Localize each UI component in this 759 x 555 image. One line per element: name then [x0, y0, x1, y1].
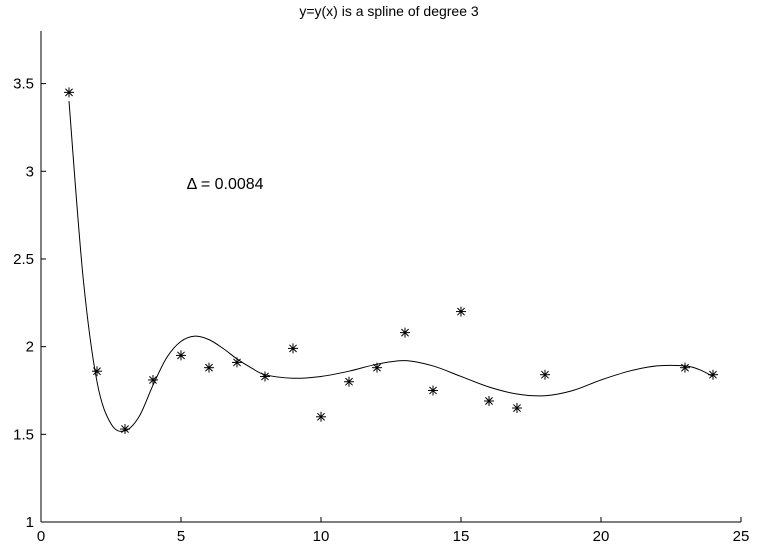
y-tick-label: 3.5 — [13, 76, 34, 93]
y-axis-ticks: 1 1.5 2 2.5 3 3.5 — [13, 76, 46, 531]
delta-annotation: Δ = 0.0084 — [187, 176, 264, 193]
data-point — [64, 87, 74, 98]
data-point — [288, 343, 298, 354]
x-tick-label: 10 — [313, 528, 330, 545]
x-tick-label: 20 — [593, 528, 610, 545]
y-tick-label: 2.5 — [13, 251, 34, 268]
x-tick-label: 15 — [453, 528, 470, 545]
data-point — [512, 403, 522, 414]
data-point — [484, 396, 494, 407]
y-tick-label: 3 — [26, 163, 34, 180]
data-point — [428, 385, 438, 396]
data-point — [400, 327, 410, 338]
data-point — [92, 366, 102, 377]
data-point — [540, 369, 550, 380]
data-point — [148, 374, 158, 385]
data-point — [372, 362, 382, 373]
data-points — [64, 87, 718, 435]
y-tick-label: 1 — [26, 514, 34, 531]
data-point — [232, 357, 242, 368]
spline-curve — [68, 101, 714, 432]
data-point — [316, 411, 326, 422]
y-tick-label: 1.5 — [13, 426, 34, 443]
data-point — [120, 424, 130, 435]
data-point — [204, 362, 214, 373]
y-tick-label: 2 — [26, 339, 34, 356]
x-axis-ticks: 0 5 10 15 20 25 — [37, 517, 750, 545]
x-tick-label: 0 — [37, 528, 45, 545]
data-point — [708, 369, 718, 380]
data-point — [344, 376, 354, 387]
x-tick-label: 25 — [733, 528, 750, 545]
data-point — [260, 371, 270, 382]
x-tick-label: 5 — [177, 528, 185, 545]
chart-title: y=y(x) is a spline of degree 3 — [299, 3, 479, 19]
data-point — [456, 306, 466, 317]
data-point — [680, 362, 690, 373]
data-point — [176, 350, 186, 361]
